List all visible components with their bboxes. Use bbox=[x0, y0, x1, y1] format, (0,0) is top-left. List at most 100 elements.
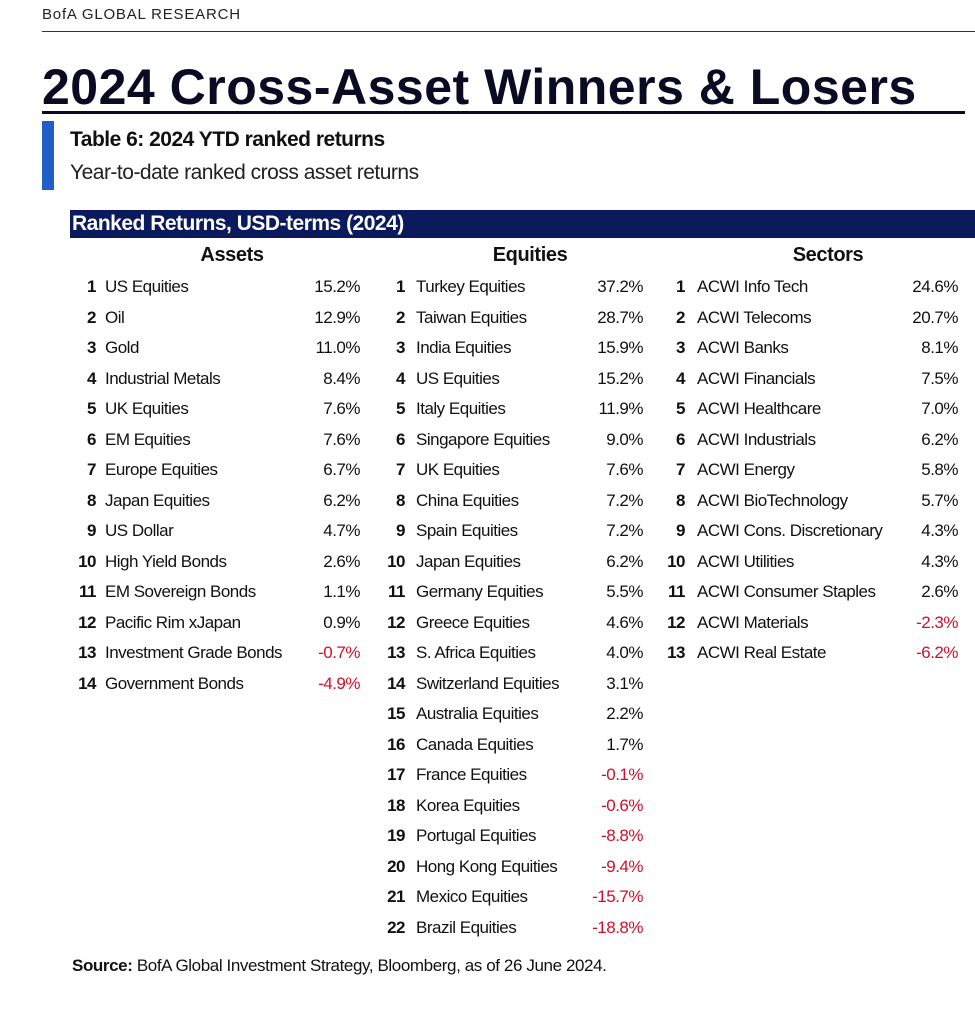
return: -18.8% bbox=[592, 917, 643, 937]
asset-name: ACWI Info Tech bbox=[697, 277, 808, 296]
rank: 4 bbox=[396, 368, 405, 388]
rank: 4 bbox=[87, 368, 96, 388]
return: 5.8% bbox=[921, 460, 958, 479]
return: 7.6% bbox=[323, 429, 360, 449]
return: -2.3% bbox=[916, 612, 958, 632]
rank: 11 bbox=[79, 582, 96, 601]
rank: 1 bbox=[676, 277, 685, 296]
return: 8.1% bbox=[921, 338, 958, 357]
rank: 8 bbox=[396, 490, 405, 510]
asset-name: Korea Equities bbox=[416, 795, 520, 815]
asset-name: ACWI Cons. Discretionary bbox=[697, 521, 883, 540]
asset-name: Australia Equities bbox=[416, 704, 539, 723]
return: 11.9% bbox=[598, 399, 644, 418]
return: 28.7% bbox=[597, 307, 643, 327]
column-heading: Sectors bbox=[792, 244, 864, 266]
band bbox=[70, 210, 975, 238]
asset-name: ACWI Real Estate bbox=[697, 643, 827, 662]
title: 2024 Cross-Asset Winners & Losers bbox=[42, 59, 917, 115]
return: 5.5% bbox=[606, 582, 643, 601]
rank: 11 bbox=[668, 582, 685, 601]
return: 0.9% bbox=[323, 612, 360, 632]
rank: 6 bbox=[676, 429, 685, 449]
rank: 20 bbox=[387, 856, 405, 876]
rank: 3 bbox=[87, 338, 96, 357]
asset-name: ACWI Healthcare bbox=[697, 399, 821, 418]
rank: 12 bbox=[78, 612, 96, 632]
return: 6.2% bbox=[921, 429, 958, 449]
rank: 13 bbox=[78, 643, 96, 662]
return: 5.7% bbox=[921, 490, 958, 510]
rank: 12 bbox=[667, 612, 685, 632]
return: -0.7% bbox=[318, 643, 360, 662]
return: 24.6% bbox=[912, 277, 958, 296]
brand: BofA GLOBAL RESEARCH bbox=[42, 6, 241, 23]
asset-name: China Equities bbox=[416, 490, 519, 510]
rank: 7 bbox=[396, 460, 405, 479]
asset-name: ACWI Consumer Staples bbox=[697, 582, 876, 601]
return: 6.7% bbox=[323, 460, 360, 479]
asset-name: Canada Equities bbox=[416, 734, 534, 754]
asset-name: ACWI Materials bbox=[697, 612, 809, 632]
return: 3.1% bbox=[606, 673, 643, 693]
return: 9.0% bbox=[606, 429, 643, 449]
asset-name: Spain Equities bbox=[416, 521, 518, 540]
return: -15.7% bbox=[592, 887, 643, 906]
rank: 12 bbox=[387, 612, 405, 632]
asset-name: S. Africa Equities bbox=[416, 643, 536, 662]
return: 6.2% bbox=[323, 490, 360, 510]
asset-name: US Equities bbox=[105, 277, 189, 296]
asset-name: Mexico Equities bbox=[416, 887, 528, 906]
return: 4.3% bbox=[921, 521, 958, 540]
rank: 2 bbox=[87, 307, 96, 327]
asset-name: Industrial Metals bbox=[105, 368, 221, 388]
source-text: BofA Global Investment Strategy, Bloombe… bbox=[132, 956, 607, 975]
rank: 3 bbox=[676, 338, 685, 357]
asset-name: EM Equities bbox=[105, 429, 191, 449]
rank: 14 bbox=[387, 673, 405, 693]
asset-name: ACWI Energy bbox=[697, 460, 795, 479]
asset-name: Turkey Equities bbox=[416, 277, 526, 296]
rule bbox=[42, 31, 975, 32]
rank: 1 bbox=[87, 277, 96, 296]
return: 4.0% bbox=[606, 643, 643, 662]
return: 7.2% bbox=[606, 521, 643, 540]
return: 6.2% bbox=[606, 551, 643, 571]
return: 15.2% bbox=[597, 368, 643, 388]
rank: 7 bbox=[676, 460, 685, 479]
asset-name: Portugal Equities bbox=[416, 826, 537, 845]
asset-name: UK Equities bbox=[416, 460, 500, 479]
return: 8.4% bbox=[323, 368, 360, 388]
rank: 8 bbox=[676, 490, 685, 510]
rank: 9 bbox=[396, 521, 405, 540]
asset-name: France Equities bbox=[416, 765, 527, 784]
rank: 3 bbox=[396, 338, 405, 357]
asset-name: Switzerland Equities bbox=[416, 673, 560, 693]
return: -0.6% bbox=[601, 795, 643, 815]
rank: 2 bbox=[676, 307, 685, 327]
rank: 5 bbox=[676, 399, 685, 418]
asset-name: Greece Equities bbox=[416, 612, 530, 632]
return: 37.2% bbox=[597, 277, 643, 296]
asset-name: Government Bonds bbox=[105, 673, 244, 693]
return: 2.6% bbox=[323, 551, 360, 571]
asset-name: Investment Grade Bonds bbox=[105, 643, 283, 662]
asset-name: ACWI BioTechnology bbox=[697, 490, 848, 510]
source: Source: BofA Global Investment Strategy,… bbox=[72, 956, 607, 976]
rule bbox=[42, 111, 965, 114]
return: 4.3% bbox=[921, 551, 958, 571]
rank: 9 bbox=[676, 521, 685, 540]
asset-name: Japan Equities bbox=[105, 490, 210, 510]
return: 2.6% bbox=[921, 582, 958, 601]
return: 11.0% bbox=[315, 338, 361, 357]
return: 4.6% bbox=[606, 612, 643, 632]
rank: 21 bbox=[387, 887, 405, 906]
asset-name: Brazil Equities bbox=[416, 917, 517, 937]
rank: 11 bbox=[388, 582, 405, 601]
column-heading: Equities bbox=[492, 244, 568, 266]
return: 15.2% bbox=[314, 277, 360, 296]
rank: 16 bbox=[387, 734, 405, 754]
return: 15.9% bbox=[597, 338, 643, 357]
accent-bar bbox=[42, 121, 54, 190]
rank: 17 bbox=[387, 765, 405, 784]
